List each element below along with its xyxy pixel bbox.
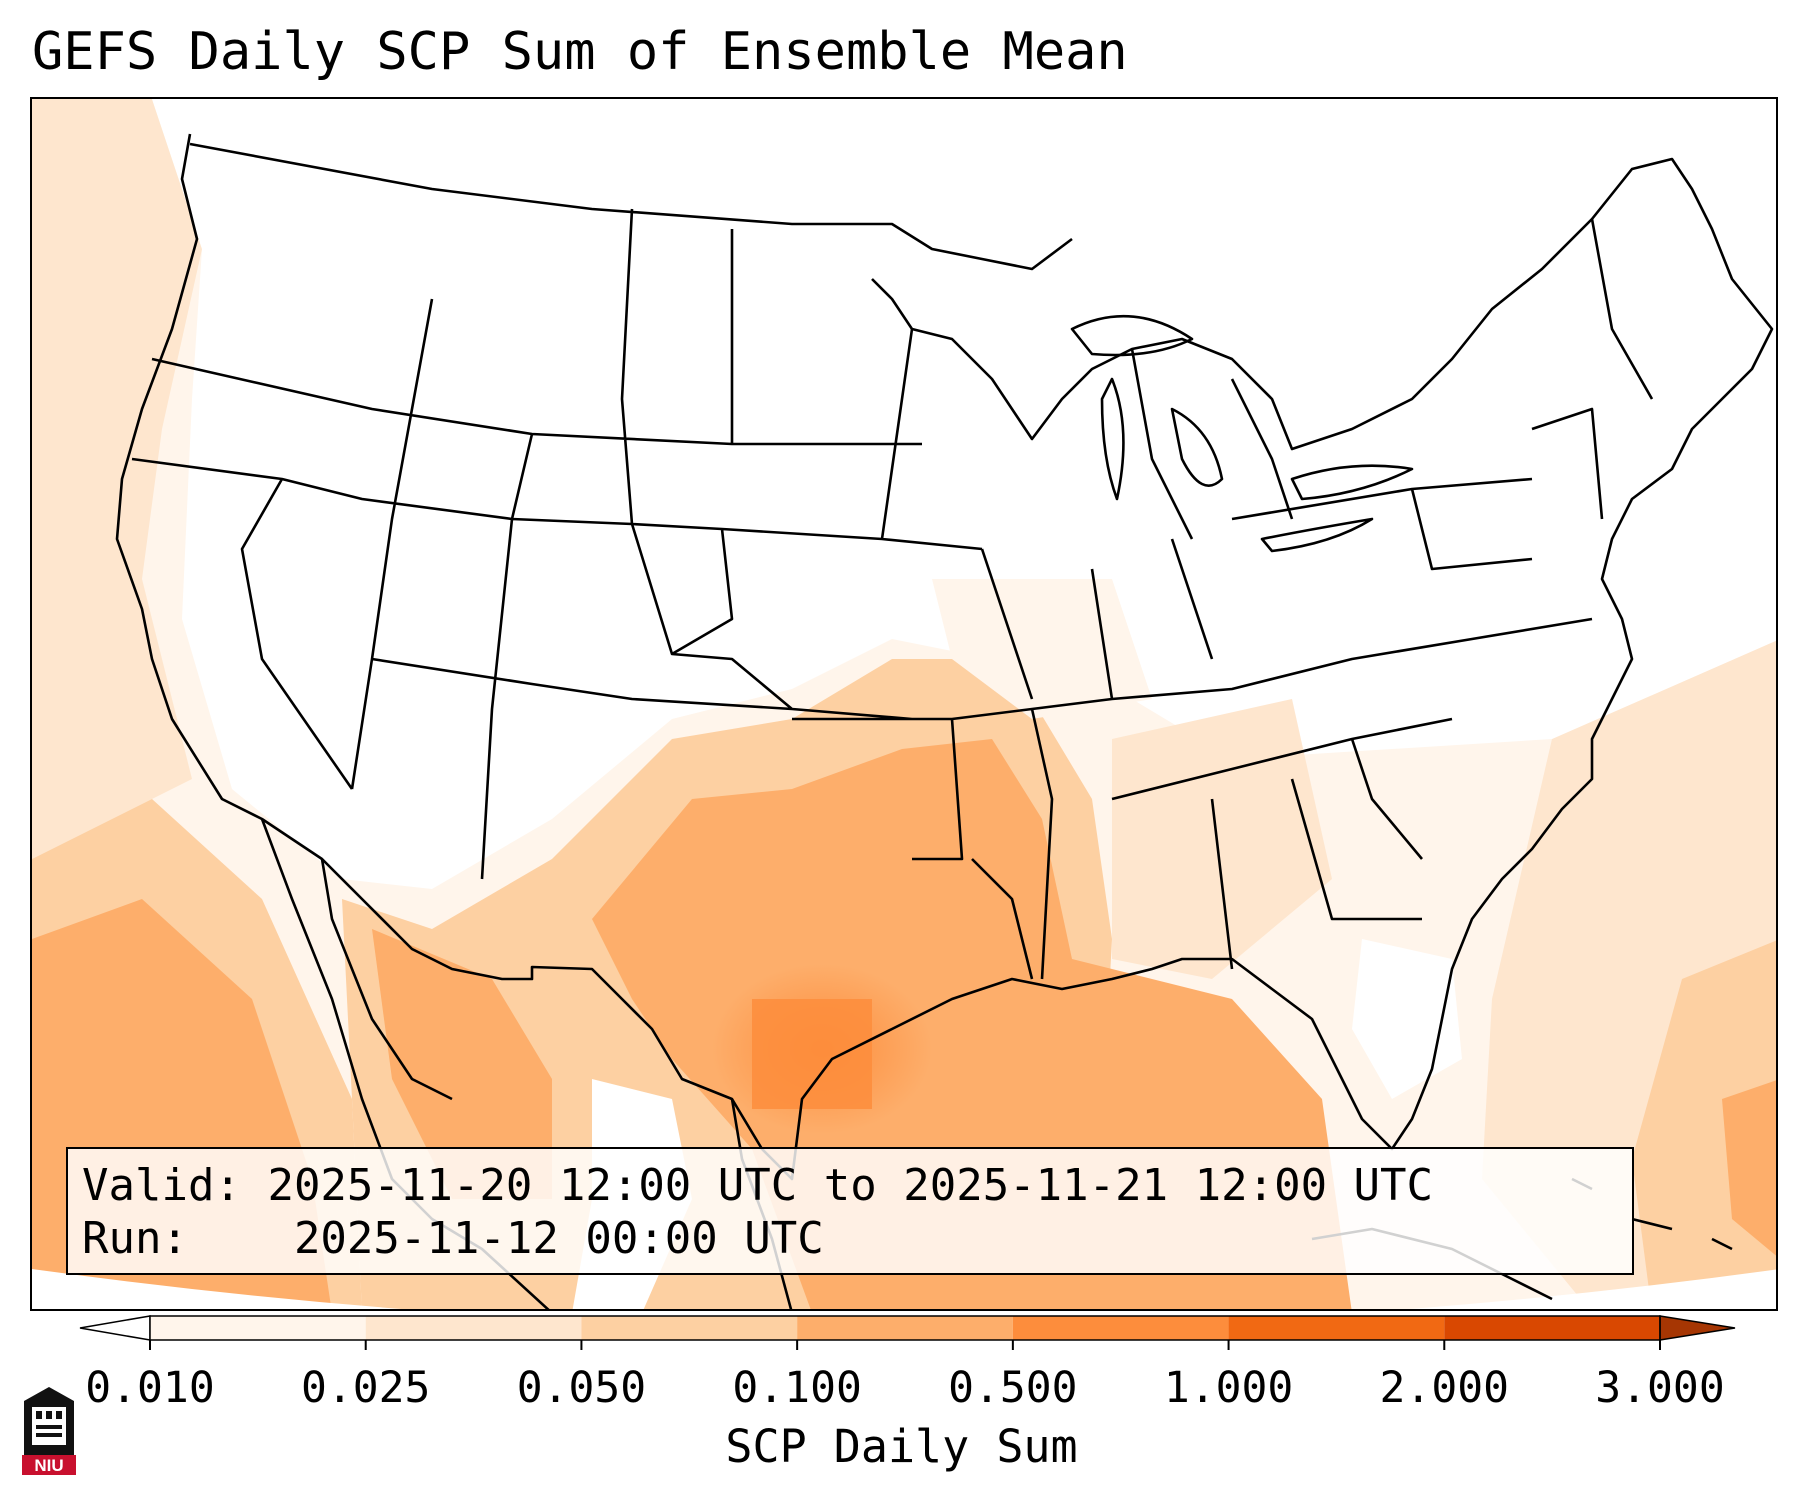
colorbar-extend-min — [79, 1315, 151, 1341]
colorbar-bin — [797, 1316, 1013, 1340]
colorbar-bin — [1444, 1316, 1660, 1340]
valid-value: 2025-11-20 12:00 UTC to 2025-11-21 12:00… — [267, 1160, 1434, 1211]
colorbar-label: SCP Daily Sum — [725, 1420, 1078, 1473]
us-outline — [115, 133, 1774, 1181]
logo-text: NIU — [34, 1456, 63, 1475]
colorbar-tick-label: 0.500 — [948, 1363, 1077, 1413]
colorbar-frame — [149, 1315, 1661, 1341]
colorbar-tick-label: 2.000 — [1380, 1363, 1509, 1413]
scp-shading — [32, 99, 1776, 1309]
colorbar: 0.010 0.025 0.050 0.100 0.500 1.000 2.000 3.000 — [79, 1315, 1736, 1413]
map-title: GEFS Daily SCP Sum of Ensemble Mean — [32, 22, 1128, 82]
map-panel — [30, 97, 1778, 1311]
colorbar-tick-label: 3.000 — [1595, 1363, 1724, 1413]
colorbar-bin — [1228, 1316, 1445, 1340]
shading-texas-max — [752, 999, 872, 1109]
shading-midwest-faint — [932, 579, 1152, 719]
colorbar-tick-label: 1.000 — [1164, 1363, 1293, 1413]
colorbar-bin — [365, 1316, 582, 1340]
colorbar-bins — [79, 1315, 1736, 1341]
state-lines — [131, 208, 1654, 980]
colorbar-extend-max — [1659, 1315, 1736, 1341]
colorbar-bin — [581, 1316, 798, 1340]
canada-border — [189, 142, 1073, 271]
shading-atlantic-dark — [1722, 1080, 1776, 1256]
run-label: Run: — [82, 1213, 188, 1264]
colorbar-ticks: 0.010 0.025 0.050 0.100 0.500 1.000 2.000 3.000 — [85, 1340, 1725, 1413]
colorbar-tick-label: 0.050 — [517, 1363, 646, 1413]
niu-logo-icon: NIU — [22, 1387, 76, 1475]
shading-pacific-light — [32, 99, 202, 859]
shading-mexico-west — [372, 929, 552, 1199]
colorbar-tick-label: 0.010 — [85, 1363, 214, 1413]
colorbar-bin — [1012, 1316, 1229, 1340]
great-lakes — [1070, 314, 1414, 553]
valid-label: Valid: — [82, 1160, 241, 1211]
colorbar-bin — [150, 1316, 366, 1340]
shading-southeast-light — [1112, 699, 1332, 979]
colorbar-tick-label: 0.100 — [732, 1363, 861, 1413]
run-value: 2025-11-12 00:00 UTC — [293, 1213, 824, 1264]
scp-map — [32, 99, 1776, 1309]
valid-run-box: Valid: 2025-11-20 12:00 UTC to 2025-11-2… — [66, 1147, 1634, 1275]
colorbar-tick-label: 0.025 — [301, 1363, 430, 1413]
shading-north-none — [152, 99, 1776, 889]
projection-edge — [32, 1269, 1776, 1309]
